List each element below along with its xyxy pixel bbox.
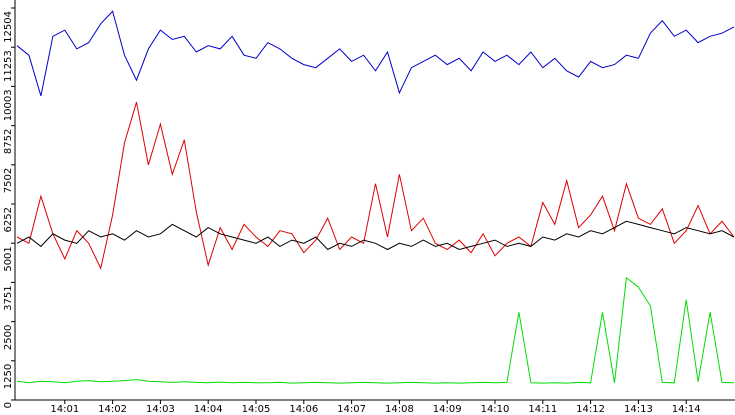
series-line [16, 276, 735, 384]
x-tick-label: 14:02 [98, 404, 127, 415]
x-tick-label: 14:13 [624, 404, 653, 415]
y-tick-label: 10003 [3, 89, 14, 121]
x-tick-label: 14:08 [385, 404, 414, 415]
x-tick-label: 14:03 [146, 404, 175, 415]
y-tick-label: 8752 [3, 129, 14, 154]
series-line [16, 102, 735, 270]
x-tick-label: 14:07 [337, 404, 366, 415]
x-tick-label: 14:09 [433, 404, 462, 415]
y-tick-label: 2500 [3, 325, 14, 350]
x-tick-label: 14:01 [50, 404, 79, 415]
x-tick-label: 14:10 [481, 404, 510, 415]
x-tick-label: 14:06 [289, 404, 318, 415]
y-tick-label: 6252 [3, 207, 14, 232]
y-tick-label: 12504 [3, 11, 14, 43]
x-tick-label: 14:14 [672, 404, 701, 415]
y-tick-label: 11253 [3, 50, 14, 82]
y-tick-label: 3751 [3, 285, 14, 310]
x-tick-label: 14:11 [528, 404, 557, 415]
y-tick-label: 0 [3, 402, 14, 408]
x-tick-label: 14:12 [576, 404, 605, 415]
series-line [16, 220, 735, 251]
x-tick-label: 14:05 [242, 404, 271, 415]
x-tick-label: 14:04 [194, 404, 223, 415]
y-tick-label: 1250 [3, 364, 14, 389]
y-tick-label: 5001 [3, 246, 14, 271]
series-line [16, 10, 735, 97]
y-tick-label: 7502 [3, 168, 14, 193]
